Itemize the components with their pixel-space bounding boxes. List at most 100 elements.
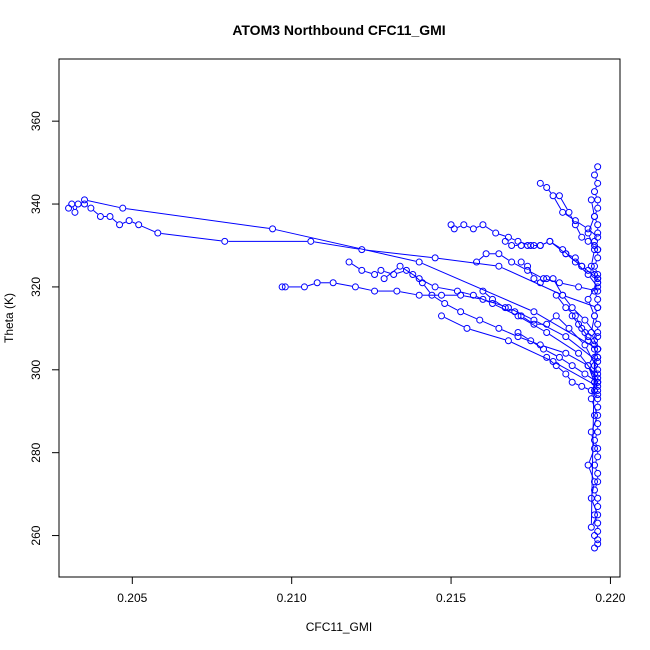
series-segment [351,263,360,269]
data-point [594,378,602,386]
data-point [281,283,289,291]
data-point [581,370,589,378]
data-point [568,304,576,312]
series-segment [595,219,597,222]
data-point [543,320,551,328]
data-point [578,233,586,241]
series-segment [568,254,573,257]
y-tick-label: 260 [29,525,43,545]
series-segment [589,343,593,347]
data-point [479,221,487,229]
series-segment [554,281,562,293]
data-point [546,237,554,245]
data-point [371,270,379,278]
series-segment [478,255,484,261]
x-axis-label: CFC11_GMI [306,620,372,634]
data-point [517,258,525,266]
data-point [504,233,512,241]
series-segment [595,211,597,214]
series-segment [583,330,587,335]
data-point [562,349,570,357]
data-point [552,291,560,299]
series-segment [573,318,577,322]
data-point [594,295,602,303]
series-segment [511,308,532,319]
data-point [584,362,592,370]
series-segment [463,312,477,320]
series-segment [576,227,581,235]
series-segment [595,194,597,197]
data-point [594,329,602,337]
series-segment [595,285,597,288]
series-segment [470,328,506,341]
data-point [559,291,567,299]
x-tick-label: 0.210 [277,591,307,605]
series-segment [523,317,532,323]
series-segment [595,368,597,371]
series-segment [578,222,586,228]
data-point [409,270,417,278]
data-point [492,229,500,237]
data-point [594,469,602,477]
data-point [594,163,602,171]
data-point [74,200,82,208]
series-segment [595,260,597,264]
data-point [591,212,598,220]
series-layer [65,163,602,552]
data-point [504,337,512,345]
series-segment [595,310,597,313]
data-point [81,200,88,208]
data-point [154,229,162,237]
data-point [594,519,602,527]
series-segment [466,225,471,228]
data-point [536,279,544,287]
y-axis-label: Theta (K) [2,293,16,343]
series-segment [557,297,565,306]
data-point [571,254,579,262]
series-segment [358,287,372,291]
series-segment [528,269,533,276]
data-point [345,258,353,266]
data-point [431,283,439,291]
series-segment [482,321,496,328]
data-point [562,333,570,341]
data-point [591,262,598,270]
data-point [508,258,516,266]
data-point [587,196,595,204]
series-segment [588,302,594,313]
data-point [594,279,602,287]
series-segment [447,304,458,311]
data-point [578,382,586,390]
series-segment [549,333,576,352]
series-segment [595,484,597,487]
data-point [591,445,598,453]
data-point [549,192,557,200]
series-segment [592,269,597,280]
data-point [479,287,487,295]
data-point [575,349,583,357]
series-segment [549,317,554,323]
series-segment [595,244,597,247]
data-point [431,254,439,262]
data-point [552,312,560,320]
data-point [457,308,465,316]
data-point [438,291,445,299]
data-point [591,378,598,386]
series-segment [564,251,574,260]
series-segment [460,291,471,295]
series-segment [585,335,588,338]
series-segment [476,296,490,303]
series-segment [591,319,595,330]
data-point [463,324,471,332]
data-point [594,204,602,212]
data-point [396,262,404,270]
x-tick-label: 0.205 [117,591,147,605]
series-segment [595,335,597,338]
y-tick-label: 280 [29,442,43,462]
data-point [514,333,522,341]
data-point [559,208,567,216]
data-point [543,353,551,361]
data-point [371,287,379,295]
data-point [524,266,532,274]
data-point [428,291,436,299]
